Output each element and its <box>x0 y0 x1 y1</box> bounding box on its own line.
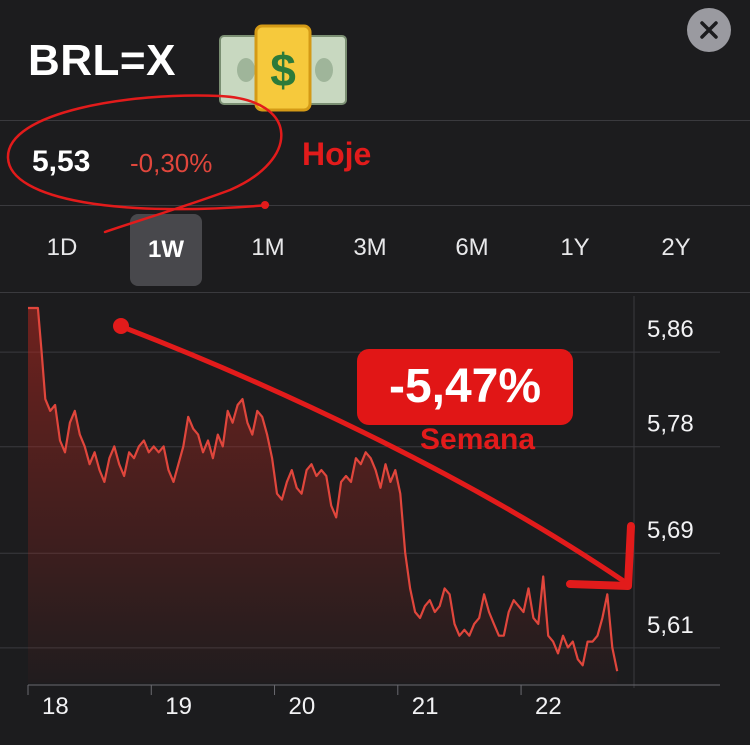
divider <box>0 120 750 121</box>
svg-text:$: $ <box>270 44 296 96</box>
y-tick-label: 5,69 <box>647 517 694 544</box>
divider <box>0 205 750 206</box>
divider <box>0 292 750 293</box>
price-area <box>28 308 618 683</box>
tab-6m[interactable]: 6M <box>455 234 489 261</box>
arrow-head-icon <box>566 522 635 590</box>
tab-2y[interactable]: 2Y <box>661 234 691 261</box>
y-tick-label: 5,61 <box>647 612 694 639</box>
weekly-change-badge: -5,47% <box>357 349 573 425</box>
semana-annotation: Semana <box>420 423 536 456</box>
price-value: 5,53 <box>32 145 91 178</box>
x-tick-label: 20 <box>289 693 316 720</box>
x-tick-label: 19 <box>165 693 192 720</box>
circle-annotation <box>6 94 283 234</box>
tab-3m[interactable]: 3M <box>353 234 387 261</box>
range-tabs: 1D 1W 1M 3M 6M 1Y 2Y <box>0 214 750 286</box>
y-tick-label: 5,78 <box>647 411 694 438</box>
price-line <box>28 306 619 672</box>
annotation-dot <box>261 201 269 209</box>
hoje-annotation: Hoje <box>302 136 372 172</box>
tab-1y[interactable]: 1Y <box>560 234 590 261</box>
ticker-title: BRL=X <box>28 36 176 85</box>
x-tick-label: 18 <box>42 693 69 720</box>
tab-1m[interactable]: 1M <box>251 234 285 261</box>
tab-1d[interactable]: 1D <box>46 234 78 261</box>
close-button[interactable] <box>687 8 731 52</box>
y-tick-label: 5,86 <box>647 316 694 343</box>
price-change: -0,30% <box>130 148 213 178</box>
trend-arrow <box>117 323 628 585</box>
arrow-start-dot <box>113 318 129 334</box>
tab-1w[interactable]: 1W <box>130 214 202 286</box>
close-icon <box>700 21 718 39</box>
money-bag-dollar-icon: $ <box>219 24 347 112</box>
x-tick-label: 21 <box>412 693 439 720</box>
x-tick-label: 22 <box>535 693 562 720</box>
